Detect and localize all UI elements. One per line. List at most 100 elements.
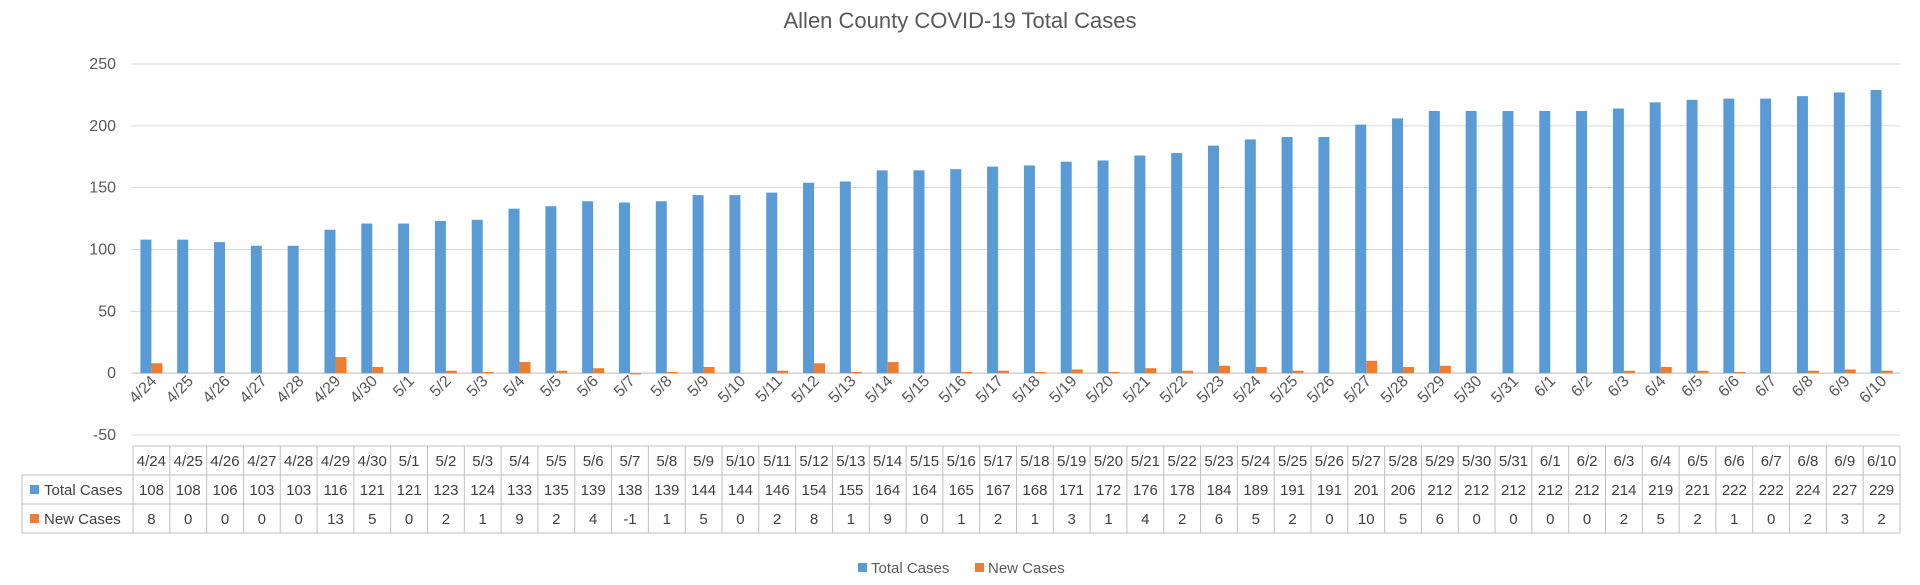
table-value-cell: 164 [875, 482, 900, 499]
table-value-cell: 5 [1657, 511, 1665, 528]
bar-total-cases [1244, 139, 1256, 374]
table-header-cell: 6/6 [1724, 453, 1745, 470]
bar-total-cases [1392, 118, 1404, 374]
table-value-cell: 0 [1472, 511, 1480, 528]
bar-new-cases [629, 373, 641, 375]
x-tick-label: 6/2 [1568, 373, 1596, 401]
x-tick-label: 5/31 [1488, 373, 1522, 407]
bar-total-cases [1355, 124, 1367, 374]
x-tick-label: 5/6 [574, 373, 602, 401]
bar-total-cases [1465, 110, 1477, 374]
table-legend-key [30, 485, 39, 494]
table-header-cell: 5/8 [656, 453, 677, 470]
bar-total-cases [692, 195, 704, 374]
table-value-cell: 9 [883, 511, 891, 528]
table-header-cell: 5/26 [1315, 453, 1344, 470]
bar-new-cases [1881, 370, 1893, 374]
bar-new-cases [1292, 370, 1304, 374]
table-header-cell: 5/24 [1241, 453, 1270, 470]
bar-total-cases [1060, 161, 1072, 374]
table-value-cell: 167 [986, 482, 1011, 499]
x-tick-label: 4/26 [200, 373, 234, 407]
bar-new-cases [1071, 369, 1083, 374]
x-tick-label: 5/1 [390, 373, 418, 401]
table-value-cell: 224 [1795, 482, 1820, 499]
table-value-cell: 2 [552, 511, 560, 528]
table-value-cell: 8 [810, 511, 818, 528]
table-header-cell: 5/14 [873, 453, 902, 470]
bar-total-cases [582, 201, 594, 374]
table-value-cell: 6 [1215, 511, 1223, 528]
table-value-cell: 121 [397, 482, 422, 499]
table-header-cell: 5/5 [546, 453, 567, 470]
bar-total-cases [839, 181, 851, 374]
x-tick-label: 5/25 [1267, 373, 1301, 407]
table-header-cell: 5/27 [1352, 453, 1381, 470]
table-value-cell: 1 [479, 511, 487, 528]
bar-total-cases [766, 192, 778, 374]
bar-new-cases [1660, 366, 1672, 374]
table-header-cell: 5/19 [1057, 453, 1086, 470]
x-tick-label: 5/23 [1194, 373, 1228, 407]
table-value-cell: 191 [1280, 482, 1305, 499]
table-value-cell: 5 [1399, 511, 1407, 528]
bar-total-cases [1428, 110, 1440, 374]
table-value-cell: 108 [139, 482, 164, 499]
table-value-cell: 135 [544, 482, 569, 499]
legend-key [975, 563, 984, 572]
table-value-cell: 229 [1869, 482, 1894, 499]
bar-total-cases [434, 221, 446, 374]
bar-total-cases [1318, 136, 1330, 374]
table-header-cell: 5/22 [1168, 453, 1197, 470]
x-tick-label: 6/5 [1679, 373, 1707, 401]
y-tick-label: 0 [107, 365, 116, 382]
table-header-cell: 6/10 [1867, 453, 1896, 470]
table-value-cell: 2 [994, 511, 1002, 528]
table-value-cell: 189 [1243, 482, 1268, 499]
x-tick-label: 4/30 [347, 373, 381, 407]
bar-new-cases [814, 363, 826, 374]
table-header-cell: 6/5 [1687, 453, 1708, 470]
table-row-label: New Cases [44, 511, 121, 528]
x-tick-label: 5/8 [648, 373, 676, 401]
bar-total-cases [618, 202, 630, 374]
table-value-cell: 191 [1317, 482, 1342, 499]
x-tick-label: 5/10 [715, 373, 749, 407]
table-value-cell: 4 [1141, 511, 1149, 528]
x-tick-label: 5/2 [427, 373, 455, 401]
bar-total-cases [287, 245, 299, 374]
table-header-cell: 5/28 [1388, 453, 1417, 470]
table-value-cell: 2 [773, 511, 781, 528]
x-tick-label: 5/26 [1304, 373, 1338, 407]
table-value-cell: 2 [1877, 511, 1885, 528]
x-tick-label: 6/1 [1531, 373, 1559, 401]
x-tick-label: 5/15 [899, 373, 933, 407]
table-value-cell: 201 [1354, 482, 1379, 499]
table-value-cell: 168 [1022, 482, 1047, 499]
x-tick-label: 6/3 [1605, 373, 1633, 401]
bar-new-cases [1734, 371, 1746, 374]
table-legend-key [30, 514, 39, 523]
table-header-cell: 6/7 [1761, 453, 1782, 470]
x-tick-label: 6/9 [1826, 373, 1854, 401]
table-header-cell: 6/1 [1540, 453, 1561, 470]
bar-new-cases [1697, 370, 1709, 374]
x-tick-label: 4/24 [126, 373, 160, 407]
bar-total-cases [1281, 136, 1293, 374]
bar-new-cases [887, 362, 899, 374]
bar-total-cases [361, 223, 373, 374]
table-header-cell: 5/25 [1278, 453, 1307, 470]
table-value-cell: 2 [1288, 511, 1296, 528]
x-tick-label: 5/28 [1378, 373, 1412, 407]
bar-new-cases [1439, 365, 1451, 374]
table-header-cell: 5/18 [1020, 453, 1049, 470]
x-tick-label: 5/30 [1451, 373, 1485, 407]
bar-new-cases [151, 363, 163, 374]
x-tick-label: 5/29 [1415, 373, 1449, 407]
bar-total-cases [1539, 110, 1551, 374]
table-header-cell: 5/21 [1131, 453, 1160, 470]
table-value-cell: 176 [1133, 482, 1158, 499]
bar-total-cases [950, 169, 962, 374]
table-header-cell: 5/4 [509, 453, 530, 470]
